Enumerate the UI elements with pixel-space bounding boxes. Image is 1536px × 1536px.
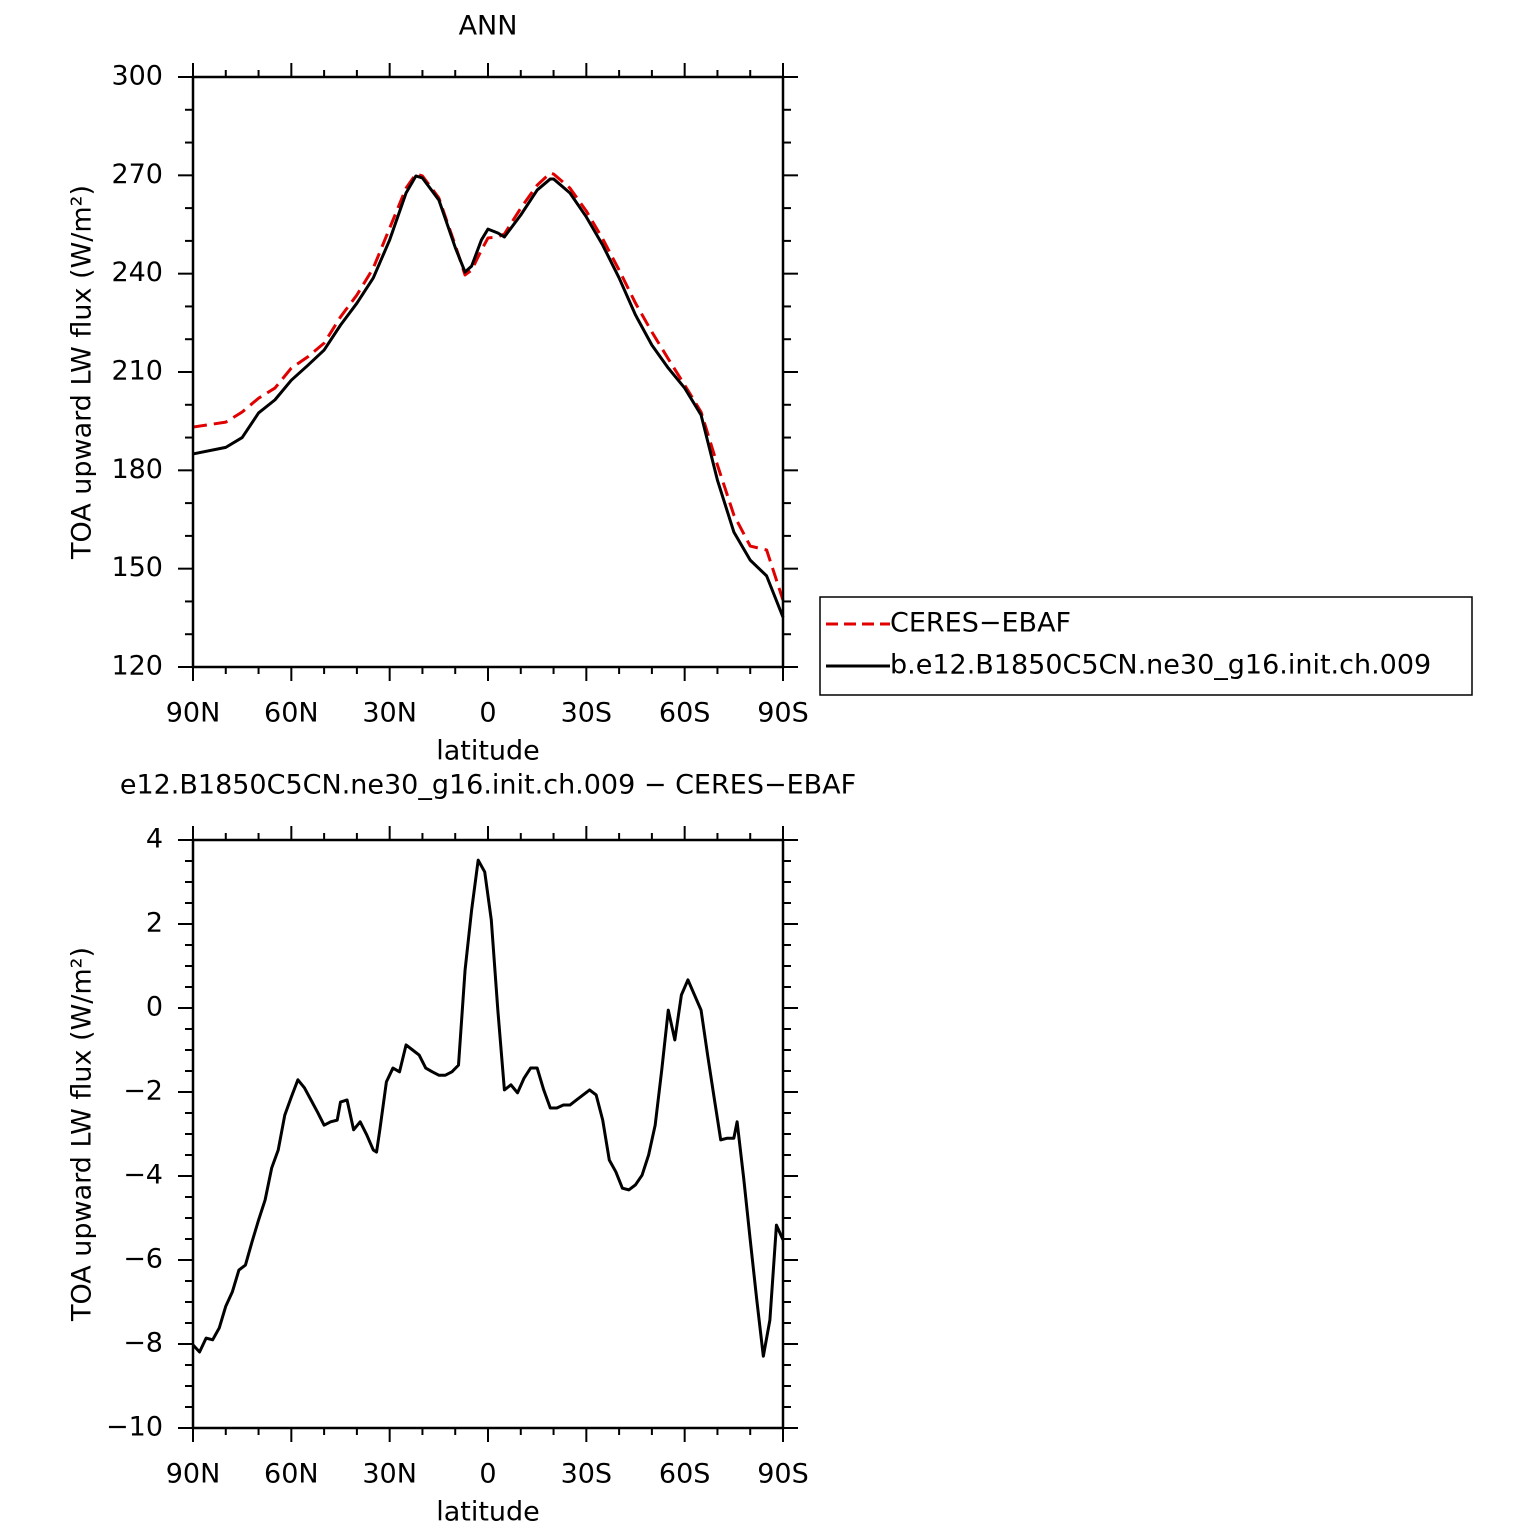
plot-frame [191, 75, 785, 669]
y-tick-label: −10 [106, 1412, 163, 1443]
legend-label: b.e12.B1850C5CN.ne30_g16.init.ch.009 [890, 650, 1431, 681]
x-axis-label: latitude [436, 1497, 540, 1528]
y-axis-label: TOA upward LW flux (W/m²) [67, 947, 98, 1322]
y-tick-label: −6 [123, 1244, 163, 1275]
y-tick-label: 0 [146, 992, 163, 1023]
x-tick-label: 90S [757, 1459, 809, 1490]
x-tick-label: 90N [166, 1459, 221, 1490]
data-line [191, 858, 785, 1358]
y-axis-label: TOA upward LW flux (W/m²) [67, 185, 98, 560]
data-line [192, 171, 785, 601]
y-tick-label: 150 [111, 552, 163, 583]
y-tick-label: 300 [111, 61, 163, 92]
x-tick-label: 30N [362, 698, 417, 729]
legend-box [819, 596, 1473, 696]
x-tick-label: 0 [479, 698, 496, 729]
x-tick-label: 60S [659, 1459, 711, 1490]
x-axis-label: latitude [436, 736, 540, 767]
y-tick-label: 180 [111, 454, 163, 485]
chart-title: ANN [459, 11, 518, 42]
x-tick-label: 30N [362, 1459, 417, 1490]
x-tick-label: 90S [757, 698, 809, 729]
y-tick-label: 240 [111, 257, 163, 288]
y-tick-label: −2 [123, 1076, 163, 1107]
y-tick-label: 210 [111, 356, 163, 387]
y-tick-label: −4 [123, 1160, 163, 1191]
y-tick-label: 120 [111, 651, 163, 682]
x-tick-label: 60S [659, 698, 711, 729]
y-tick-label: −8 [123, 1328, 163, 1359]
x-tick-label: 30S [561, 1459, 613, 1490]
x-tick-label: 60N [264, 1459, 319, 1490]
y-tick-label: 270 [111, 159, 163, 190]
x-tick-label: 90N [166, 698, 221, 729]
x-tick-label: 60N [264, 698, 319, 729]
y-tick-label: 4 [146, 824, 163, 855]
x-tick-label: 0 [479, 1459, 496, 1490]
legend-label: CERES−EBAF [890, 608, 1071, 639]
data-line [192, 174, 785, 618]
x-tick-label: 30S [561, 698, 613, 729]
y-tick-label: 2 [146, 908, 163, 939]
chart-title: e12.B1850C5CN.ne30_g16.init.ch.009 − CER… [120, 770, 856, 801]
